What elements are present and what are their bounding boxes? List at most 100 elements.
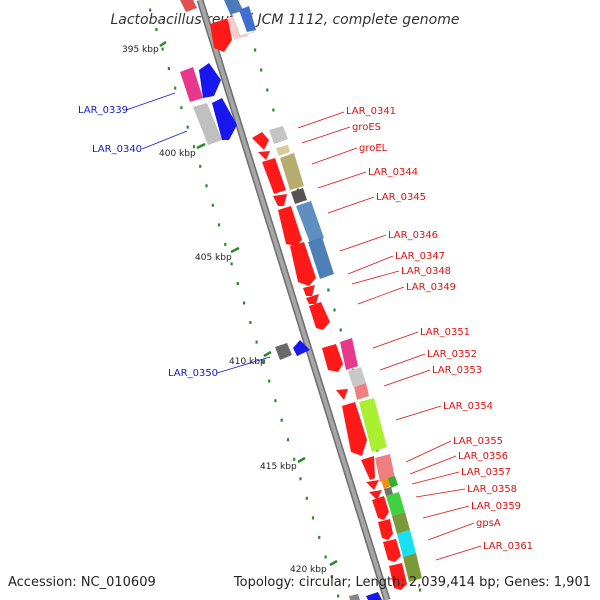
gene-feature <box>322 344 343 372</box>
gene-feature <box>369 490 382 500</box>
gene-feature <box>383 539 401 562</box>
ruler-dot <box>419 588 422 592</box>
tick-label-420: 420 kbp <box>290 565 327 575</box>
gene-feature <box>296 201 324 243</box>
ruler-dot <box>167 67 170 71</box>
gene-feature <box>403 553 422 582</box>
gene-feature <box>336 389 348 400</box>
gene-feature <box>349 594 360 600</box>
tick-410: 410 kbp <box>229 350 272 367</box>
gene-feature <box>291 188 307 204</box>
gene-LAR_0350-block <box>275 343 292 360</box>
label-LAR_0357: LAR_0357 <box>461 467 511 478</box>
gene-feature <box>280 153 304 190</box>
ruler-dot <box>249 321 252 324</box>
label-LAR_0340: LAR_0340 <box>92 144 142 155</box>
gene-feature <box>389 563 407 590</box>
gene-feature <box>276 145 290 156</box>
gene-feature <box>388 476 398 488</box>
ruler-dots-left <box>149 8 340 598</box>
map-title: Lactobacillus reuteri JCM 1112, complete… <box>110 12 459 28</box>
gene-feature <box>366 592 382 600</box>
gene-feature <box>375 454 395 482</box>
label-LAR_0348: LAR_0348 <box>401 266 451 277</box>
gene-feature <box>199 63 221 98</box>
gene-feature <box>397 530 416 557</box>
ruler-dot <box>293 457 296 461</box>
gene-feature <box>354 383 369 400</box>
tick-label-415: 415 kbp <box>260 462 297 472</box>
label-LAR_0359: LAR_0359 <box>471 501 521 512</box>
forward-labels: LAR_0339 LAR_0340 LAR_0350 <box>78 92 271 379</box>
gene-feature <box>258 151 270 160</box>
label-LAR_0358: LAR_0358 <box>467 484 517 495</box>
gene-feature <box>262 158 286 194</box>
genome-backbone <box>196 0 391 600</box>
ruler-dot <box>192 145 196 149</box>
ruler-dot <box>261 360 264 364</box>
gene-feature <box>309 302 330 330</box>
ruler-dot <box>299 477 302 481</box>
ruler-dot <box>243 301 246 305</box>
gene-feature <box>381 478 391 489</box>
gene-feature <box>386 492 405 516</box>
gene-feature <box>384 487 393 496</box>
reverse-labels: LAR_0341 groES groEL LAR_0344 LAR_0345 L… <box>297 106 533 561</box>
gene-feature <box>359 398 387 452</box>
ruler-dot <box>330 575 333 578</box>
label-LAR_0339: LAR_0339 <box>78 105 128 116</box>
tick-400: 400 kbp <box>159 142 206 159</box>
tick-415: 415 kbp <box>260 456 306 472</box>
tick-label-400: 400 kbp <box>159 149 196 159</box>
gene-feature <box>366 480 379 490</box>
gene-feature <box>306 294 319 304</box>
ruler-dot <box>149 8 152 12</box>
gene-feature <box>278 206 302 246</box>
gene-LAR_0339-block <box>180 67 203 102</box>
label-LAR_0361: LAR_0361 <box>483 541 533 552</box>
reverse-features <box>210 6 422 590</box>
gene-feature <box>372 496 389 520</box>
ruler-dot <box>199 164 202 168</box>
ruler-dot <box>266 88 269 92</box>
label-groEL: groEL <box>359 143 388 154</box>
forward-features <box>180 0 382 600</box>
label-LAR_0350: LAR_0350 <box>168 368 218 379</box>
label-LAR_0344: LAR_0344 <box>368 167 418 178</box>
ruler-dot <box>161 47 164 51</box>
gene-feature <box>273 194 287 206</box>
gene-feature <box>308 237 334 279</box>
tick-420: 420 kbp <box>290 559 338 575</box>
ruler-dot <box>272 108 275 112</box>
ruler-dot <box>327 288 330 292</box>
tick-label-405: 405 kbp <box>195 253 232 263</box>
ruler-dot <box>268 379 271 383</box>
label-gpsA: gpsA <box>476 518 501 529</box>
gene-feature <box>378 519 393 540</box>
gene-feature <box>293 340 310 356</box>
ruler-dot <box>333 308 336 312</box>
gene-feature <box>392 512 410 534</box>
ruler-dot <box>311 516 315 520</box>
tick-label-395: 395 kbp <box>122 45 159 55</box>
label-LAR_0347: LAR_0347 <box>395 251 445 262</box>
label-LAR_0351: LAR_0351 <box>420 327 470 338</box>
genome-summary-text: Topology: circular; Length: 2,039,414 bp… <box>233 575 591 590</box>
gene-feature <box>340 338 358 370</box>
gene-feature <box>342 402 367 456</box>
label-LAR_0354: LAR_0354 <box>443 401 493 412</box>
ruler-dot <box>230 262 233 266</box>
gene-feature <box>348 367 366 387</box>
gene-feature <box>252 132 269 150</box>
ruler-dot <box>217 223 221 227</box>
gene-LAR_0340-block <box>193 103 222 145</box>
ruler-dot <box>260 68 263 72</box>
ruler-dot <box>205 184 208 188</box>
tick-label-410: 410 kbp <box>229 357 266 367</box>
label-LAR_0355: LAR_0355 <box>453 436 503 447</box>
ruler-dot <box>180 106 183 110</box>
gene-feature <box>212 98 237 140</box>
ruler-dot <box>280 418 283 422</box>
